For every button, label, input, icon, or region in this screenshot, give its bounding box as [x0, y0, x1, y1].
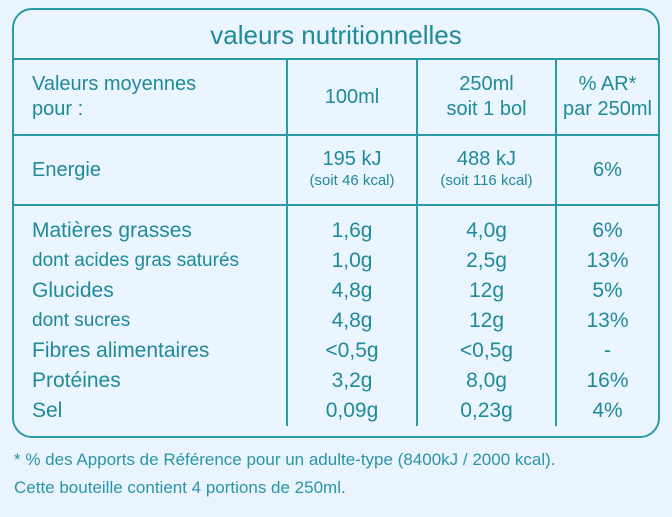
row-per100: <0,5g [286, 336, 417, 366]
row-per100: 4,8g [286, 306, 417, 336]
row-ar: 13% [555, 306, 658, 336]
table-row: Matières grasses 1,6g 4,0g 6% [14, 205, 658, 246]
header-ar-line2: par 250ml [563, 98, 652, 120]
row-ar: 4% [555, 396, 658, 426]
energy-per100-kcal: (soit 46 kcal) [309, 172, 395, 189]
row-per100: 1,6g [286, 205, 417, 246]
row-label: Fibres alimentaires [32, 339, 210, 362]
row-label: Glucides [32, 279, 114, 302]
table-row: Sel 0,09g 0,23g 4% [14, 396, 658, 426]
row-per250: <0,5g [416, 336, 556, 366]
header-label: Valeurs moyennes pour : [14, 60, 287, 136]
row-per100: 3,2g [286, 366, 417, 396]
row-ar: 13% [555, 246, 658, 276]
energy-per250: 488 kJ (soit 116 kcal) [416, 135, 556, 206]
row-ar: - [555, 336, 658, 366]
table-row: dont sucres 4,8g 12g 13% [14, 306, 658, 336]
row-label: Protéines [32, 369, 121, 392]
energy-per100: 195 kJ (soit 46 kcal) [286, 135, 417, 206]
energy-per100-kj: 195 kJ [322, 148, 382, 170]
header-per100: 100ml [286, 60, 417, 136]
row-label: Matières grasses [32, 219, 192, 242]
row-per100: 0,09g [286, 396, 417, 426]
row-label: dont sucres [32, 310, 131, 331]
energy-per250-kcal: (soit 116 kcal) [440, 172, 533, 189]
energy-row: Energie 195 kJ (soit 46 kcal) 488 kJ (so… [14, 135, 658, 206]
row-per250: 2,5g [416, 246, 556, 276]
header-ar: % AR* par 250ml [555, 60, 658, 136]
header-per250-line2: soit 1 bol [446, 98, 527, 120]
row-per250: 12g [416, 276, 556, 306]
footer: * % des Apports de Référence pour un adu… [14, 446, 664, 502]
header-ar-line1: % AR* [578, 73, 637, 95]
header-row: Valeurs moyennes pour : 100ml 250ml soit… [14, 60, 658, 136]
row-label: dont acides gras saturés [32, 250, 240, 271]
table-row: Protéines 3,2g 8,0g 16% [14, 366, 658, 396]
energy-label: Energie [14, 135, 287, 206]
footnote-reference: * % des Apports de Référence pour un adu… [14, 450, 556, 469]
row-per250: 8,0g [416, 366, 556, 396]
row-ar: 16% [555, 366, 658, 396]
row-per100: 4,8g [286, 276, 417, 306]
table-row: dont acides gras saturés 1,0g 2,5g 13% [14, 246, 658, 276]
nutrition-table: Valeurs moyennes pour : 100ml 250ml soit… [14, 60, 658, 426]
panel-title: valeurs nutritionnelles [14, 10, 658, 60]
row-ar: 5% [555, 276, 658, 306]
row-per250: 12g [416, 306, 556, 336]
header-per250-line1: 250ml [459, 73, 514, 95]
footnote-portions: Cette bouteille contient 4 portions de 2… [14, 478, 346, 497]
row-ar: 6% [555, 205, 658, 246]
row-label: Sel [32, 399, 63, 422]
row-per250: 0,23g [416, 396, 556, 426]
energy-ar: 6% [555, 135, 658, 206]
table-row: Glucides 4,8g 12g 5% [14, 276, 658, 306]
nutrition-panel: valeurs nutritionnelles Valeurs moyennes… [12, 8, 660, 438]
row-per100: 1,0g [286, 246, 417, 276]
energy-per250-kj: 488 kJ [457, 148, 516, 170]
table-row: Fibres alimentaires <0,5g <0,5g - [14, 336, 658, 366]
header-per250: 250ml soit 1 bol [416, 60, 556, 136]
row-per250: 4,0g [416, 205, 556, 246]
